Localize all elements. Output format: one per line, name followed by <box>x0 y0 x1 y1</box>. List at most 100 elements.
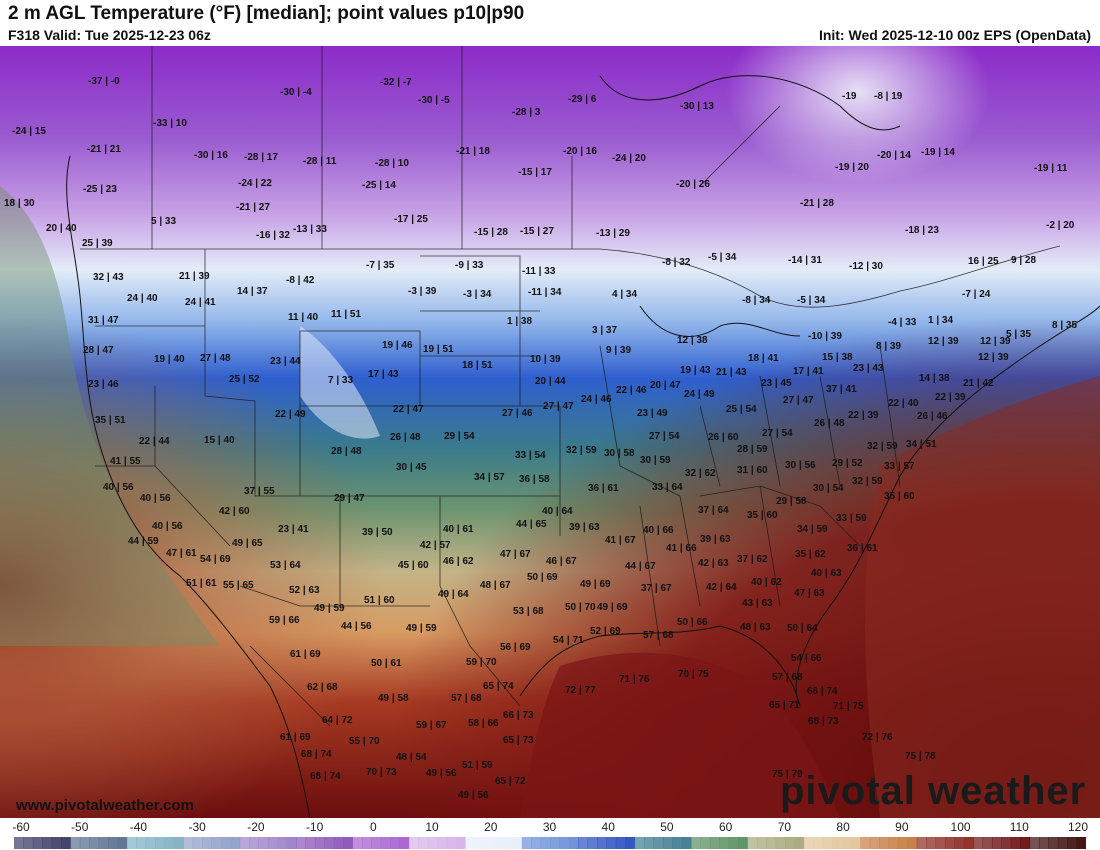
colorbar-segment <box>155 837 165 849</box>
colorbar-segment <box>79 837 90 849</box>
point-value-label: -37 | -0 <box>88 76 120 87</box>
point-value-label: 8 | 35 <box>1052 320 1078 331</box>
point-value-label: -15 | 17 <box>518 167 552 178</box>
point-value-label: 54 | 66 <box>791 653 822 664</box>
colorbar-segment <box>1020 837 1031 849</box>
colorbar-tick-label: -60 <box>12 820 30 834</box>
point-value-label: 8 | 39 <box>876 341 902 352</box>
point-value-label: 37 | 67 <box>641 583 672 594</box>
colorbar-segment <box>51 837 62 849</box>
point-value-label: -8 | 19 <box>874 91 903 102</box>
point-value-label: -21 | 27 <box>236 202 270 213</box>
point-value-label: 70 | 73 <box>366 767 397 778</box>
point-value-label: 44 | 59 <box>128 536 159 547</box>
point-value-label: 65 | 72 <box>495 776 526 787</box>
point-value-label: -19 | 14 <box>921 147 955 158</box>
point-value-label: 5 | 33 <box>151 216 177 227</box>
point-value-label: 40 | 61 <box>443 524 474 535</box>
map-title: 2 m AGL Temperature (°F) [median]; point… <box>8 3 525 24</box>
point-value-label: 30 | 58 <box>604 448 635 459</box>
point-value-label: 55 | 70 <box>349 736 380 747</box>
point-value-label: 24 | 46 <box>581 394 612 405</box>
colorbar-segment <box>192 837 203 849</box>
colorbar-segment <box>108 837 118 849</box>
point-value-label: 66 | 73 <box>503 710 534 721</box>
point-value-label: -21 | 18 <box>456 146 490 157</box>
colorbar-segment <box>963 837 974 849</box>
point-value-label: -9 | 33 <box>455 260 484 271</box>
point-value-label: -2 | 20 <box>1046 220 1075 231</box>
point-value-label: 41 | 55 <box>110 456 141 467</box>
point-value-label: 33 | 54 <box>515 450 546 461</box>
point-value-label: 58 | 66 <box>468 718 499 729</box>
point-value-label: -8 | 32 <box>662 257 691 268</box>
colorbar-segment <box>860 837 871 849</box>
colorbar-segment <box>766 837 777 849</box>
point-value-label: -5 | 34 <box>797 295 826 306</box>
colorbar-segment <box>89 837 100 849</box>
point-value-label: 27 | 46 <box>502 408 533 419</box>
point-value-label: -25 | 14 <box>362 180 396 191</box>
point-value-label: -25 | 23 <box>83 184 117 195</box>
point-value-label: 32 | 59 <box>867 441 898 452</box>
colorbar-segment <box>568 837 579 849</box>
point-value-label: 42 | 64 <box>706 582 737 593</box>
colorbar-segment <box>879 837 890 849</box>
point-value-label: 27 | 47 <box>543 401 574 412</box>
colorbar-segment <box>935 837 946 849</box>
colorbar-tick-label: 0 <box>369 820 377 834</box>
point-value-label: 30 | 56 <box>785 460 816 471</box>
point-value-label: -19 | 20 <box>835 162 869 173</box>
colorbar-segment <box>277 837 288 849</box>
colorbar-ticks: -60 -50 -40 -30 -20 -10 0 10 20 30 40 50 60 70 80 90 100… <box>0 820 1100 834</box>
point-value-label: 30 | 45 <box>396 462 427 473</box>
point-value-label: 72 | 76 <box>862 732 893 743</box>
point-value-label: 41 | 67 <box>605 535 636 546</box>
point-value-label: -24 | 20 <box>612 153 646 164</box>
point-value-label: 37 | 64 <box>698 505 729 516</box>
point-value-label: 31 | 60 <box>737 465 768 476</box>
colorbar-tick-label: 100 <box>950 820 971 834</box>
point-value-label: 50 | 69 <box>527 572 558 583</box>
point-value-label: -15 | 27 <box>520 226 554 237</box>
point-value-label: -13 | 29 <box>596 228 630 239</box>
colorbar-segment <box>813 837 824 849</box>
colorbar-tick-label: -30 <box>188 820 206 834</box>
point-value-label: 29 | 58 <box>776 496 807 507</box>
point-value-label: 53 | 64 <box>270 560 301 571</box>
point-value-label: 44 | 65 <box>516 519 547 530</box>
colorbar-segment <box>785 837 795 849</box>
point-value-label: 12 | 39 <box>978 352 1009 363</box>
colorbar-segment <box>973 837 984 849</box>
valid-time: F318 Valid: Tue 2025-12-23 06z <box>8 27 211 43</box>
point-value-label: 25 | 39 <box>82 238 113 249</box>
temperature-map[interactable]: -37 | -0 -30 | -4 -32 | -7 -30 | -5 -28 | 3 -… <box>0 46 1100 818</box>
point-value-label: 62 | 68 <box>307 682 338 693</box>
point-value-label: 40 | 63 <box>811 568 842 579</box>
point-value-label: -24 | 22 <box>238 178 272 189</box>
point-value-label: 44 | 67 <box>625 561 656 572</box>
point-value-label: 25 | 54 <box>726 404 757 415</box>
colorbar-segment <box>728 837 739 849</box>
point-value-label: 49 | 69 <box>597 602 628 613</box>
colorbar-segment <box>136 837 147 849</box>
colorbar-segment <box>314 837 325 849</box>
point-value-label: 51 | 61 <box>186 578 217 589</box>
point-value-label: 36 | 61 <box>847 543 878 554</box>
point-value-label: -11 | 33 <box>522 266 556 277</box>
point-value-label: 35 | 62 <box>795 549 826 560</box>
point-value-label: 33 | 64 <box>652 482 683 493</box>
point-value-label: 29 | 52 <box>832 458 863 469</box>
point-value-label: -8 | 42 <box>286 275 315 286</box>
point-value-label: 1 | 38 <box>507 316 533 327</box>
colorbar-segment <box>493 837 504 849</box>
point-value-label: 19 | 40 <box>154 354 185 365</box>
point-value-label: -28 | 17 <box>244 152 278 163</box>
point-value-label: 46 | 67 <box>546 556 577 567</box>
point-value-label: -17 | 25 <box>394 214 428 225</box>
colorbar-segment <box>32 837 43 849</box>
point-value-label: -28 | 10 <box>375 158 409 169</box>
colorbar-segment <box>869 837 880 849</box>
site-url[interactable]: www.pivotalweather.com <box>16 797 194 814</box>
point-value-label: 49 | 56 <box>426 768 457 779</box>
